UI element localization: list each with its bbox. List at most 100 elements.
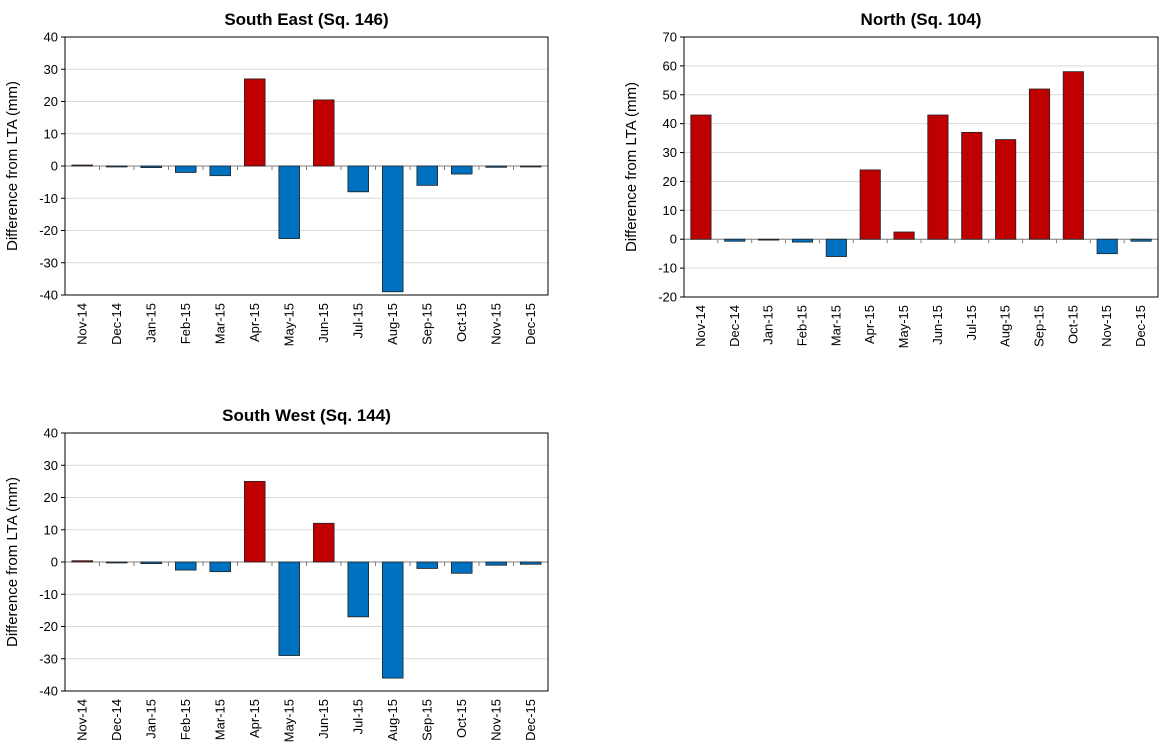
- y-tick-label: -10: [39, 191, 58, 206]
- bar: [825, 238, 847, 257]
- bar: [278, 165, 300, 239]
- x-tick-label: Oct-15: [1065, 305, 1080, 344]
- x-tick-label: Jul-15: [964, 305, 979, 340]
- bar: [450, 165, 473, 175]
- x-tick-label: Nov-14: [74, 699, 89, 741]
- x-tick-label: Mar-15: [828, 305, 843, 346]
- x-tick-label: Jun-15: [316, 699, 331, 739]
- bar: [927, 114, 949, 240]
- bar: [520, 561, 542, 565]
- x-tick-label: Mar-15: [212, 699, 227, 740]
- x-tick-label: Nov-14: [74, 303, 89, 345]
- bar: [347, 561, 369, 618]
- x-tick-label: Jan-15: [143, 303, 158, 343]
- bar: [961, 131, 983, 240]
- x-tick-label: Feb-15: [795, 305, 810, 346]
- bar: [791, 238, 814, 243]
- bar: [893, 231, 915, 240]
- bar: [1096, 238, 1118, 255]
- y-tick-label: 30: [663, 145, 677, 160]
- x-tick-label: Nov-15: [488, 303, 503, 345]
- x-tick-label: Nov-14: [693, 305, 708, 347]
- y-tick-label: 70: [663, 30, 677, 45]
- y-tick-label: 0: [51, 555, 58, 570]
- x-tick-label: Jun-15: [316, 303, 331, 343]
- chart-title: South East (Sq. 146): [224, 10, 388, 29]
- bar: [416, 165, 438, 186]
- y-tick-label: -20: [39, 619, 58, 634]
- y-tick-label: -40: [39, 288, 58, 303]
- y-tick-label: 10: [44, 522, 58, 537]
- x-tick-label: Jul-15: [350, 303, 365, 338]
- bar: [995, 139, 1017, 240]
- x-tick-label: Sep-15: [419, 303, 434, 345]
- y-tick-label: -30: [39, 651, 58, 666]
- x-tick-label: May-15: [281, 303, 296, 346]
- x-tick-label: Oct-15: [454, 699, 469, 738]
- x-tick-label: Dec-15: [1133, 305, 1148, 347]
- bar: [106, 561, 128, 564]
- y-tick-label: -30: [39, 255, 58, 270]
- x-tick-label: Apr-15: [862, 305, 877, 344]
- y-tick-label: 10: [44, 126, 58, 141]
- y-tick-label: 10: [663, 203, 677, 218]
- bar: [416, 561, 438, 569]
- x-tick-label: Dec-14: [727, 305, 742, 347]
- bar: [209, 165, 231, 177]
- y-tick-label: 20: [44, 490, 58, 505]
- bar: [174, 165, 197, 173]
- x-tick-label: Sep-15: [419, 699, 434, 741]
- y-tick-label: -40: [39, 684, 58, 699]
- y-tick-label: -10: [658, 261, 677, 276]
- bar: [724, 238, 746, 242]
- bar: [485, 561, 507, 566]
- plot-border: [683, 36, 1159, 298]
- y-tick-label: 60: [663, 58, 677, 73]
- y-tick-label: 40: [44, 30, 58, 45]
- x-tick-label: Jul-15: [350, 699, 365, 734]
- bar: [106, 165, 128, 168]
- x-tick-label: Apr-15: [247, 303, 262, 342]
- x-tick-label: Apr-15: [247, 699, 262, 738]
- y-tick-label: -20: [39, 223, 58, 238]
- bar: [690, 114, 712, 240]
- bar: [450, 561, 473, 574]
- x-tick-label: Dec-15: [523, 303, 538, 345]
- y-tick-label: -10: [39, 587, 58, 602]
- bar: [859, 169, 881, 240]
- y-tick-label: 20: [44, 94, 58, 109]
- y-tick-label: 20: [663, 174, 677, 189]
- x-tick-label: Feb-15: [178, 699, 193, 740]
- x-tick-label: Aug-15: [385, 303, 400, 345]
- y-tick-label: 30: [44, 458, 58, 473]
- bar: [174, 561, 197, 571]
- bar: [1028, 88, 1051, 240]
- chart-title: North (Sq. 104): [861, 10, 982, 29]
- plot-border: [64, 432, 549, 692]
- bar: [71, 164, 94, 167]
- y-axis-label: Difference from LTA (mm): [4, 477, 21, 647]
- x-tick-label: Mar-15: [212, 303, 227, 344]
- x-tick-label: Feb-15: [178, 303, 193, 344]
- bar: [1130, 238, 1152, 242]
- bar: [1062, 71, 1084, 240]
- bar: [140, 165, 162, 169]
- x-tick-label: May-15: [281, 699, 296, 742]
- x-tick-label: Jan-15: [761, 305, 776, 345]
- x-tick-label: Aug-15: [998, 305, 1013, 347]
- bar: [381, 561, 404, 679]
- y-tick-label: 40: [663, 116, 677, 131]
- bar: [243, 78, 266, 167]
- y-tick-label: 0: [670, 232, 677, 247]
- bar: [758, 238, 780, 241]
- x-tick-label: Oct-15: [454, 303, 469, 342]
- bar: [347, 165, 369, 193]
- x-tick-label: May-15: [896, 305, 911, 348]
- y-tick-label: 40: [44, 426, 58, 441]
- bar: [520, 165, 542, 168]
- y-tick-label: 30: [44, 62, 58, 77]
- x-tick-label: Jan-15: [143, 699, 158, 739]
- bar: [71, 560, 94, 563]
- y-tick-label: 50: [663, 87, 677, 102]
